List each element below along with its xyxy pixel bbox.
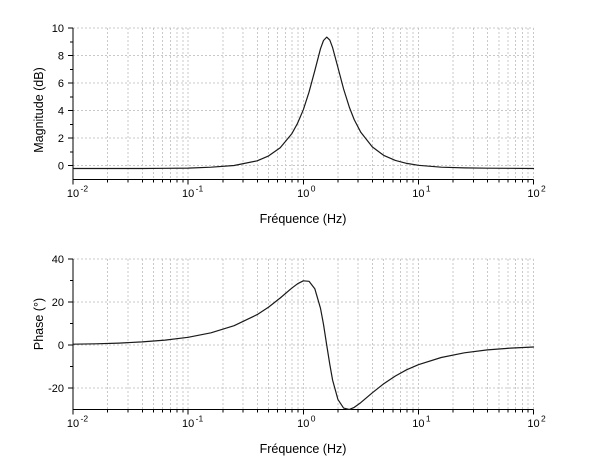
x-tick-label-exponent: -2 xyxy=(81,184,89,194)
x-tick-label-exponent: -1 xyxy=(196,184,204,194)
phase-curve xyxy=(72,280,535,410)
x-tick-label-exponent: -2 xyxy=(81,414,89,424)
y-tick-label: 20 xyxy=(52,297,64,309)
x-tick-label-exponent: 0 xyxy=(311,184,316,194)
y-tick-label: -20 xyxy=(48,383,64,395)
x-tick-label-base: 10 xyxy=(412,188,424,200)
x-tick-label-exponent: 1 xyxy=(426,184,431,194)
x-tick-label-exponent: 2 xyxy=(541,414,546,424)
y-tick-label: 40 xyxy=(52,254,64,266)
x-tick-label-exponent: 1 xyxy=(426,414,431,424)
y-tick-label: 4 xyxy=(58,106,64,118)
y-tick-label: 2 xyxy=(58,133,64,145)
x-tick-label-base: 10 xyxy=(182,418,194,430)
y-tick-label: 10 xyxy=(52,23,64,35)
x-tick-label-base: 10 xyxy=(67,418,79,430)
x-tick-label-base: 10 xyxy=(412,418,424,430)
y-tick-label: 0 xyxy=(58,340,64,352)
magnitude-axis-title: Magnitude (dB) xyxy=(32,67,46,153)
y-tick-label: 6 xyxy=(58,78,64,90)
x-tick-label-base: 10 xyxy=(527,188,539,200)
y-tick-label: 0 xyxy=(58,161,64,173)
x-tick-label-base: 10 xyxy=(67,188,79,200)
x-tick-label-base: 10 xyxy=(297,188,309,200)
x-tick-label-exponent: 2 xyxy=(541,184,546,194)
phase-axis-title: Phase (°) xyxy=(32,297,46,351)
y-tick-label: 8 xyxy=(58,51,64,63)
frequency-axis-title-top: Fréquence (Hz) xyxy=(259,212,347,226)
x-tick-label-base: 10 xyxy=(297,418,309,430)
x-tick-label-base: 10 xyxy=(182,188,194,200)
x-tick-label-exponent: -1 xyxy=(196,414,204,424)
frequency-axis-title-bottom: Fréquence (Hz) xyxy=(259,442,347,456)
x-tick-label-exponent: 0 xyxy=(311,414,316,424)
magnitude-curve xyxy=(72,36,535,170)
x-tick-label-base: 10 xyxy=(527,418,539,430)
